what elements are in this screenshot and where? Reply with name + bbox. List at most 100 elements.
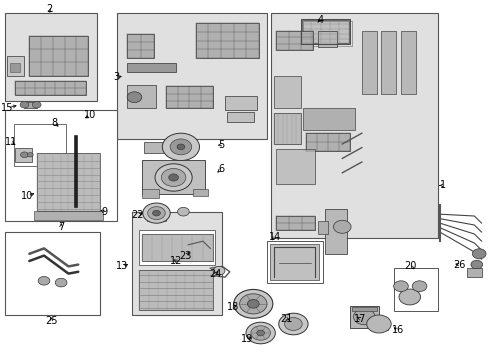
Bar: [361, 31, 376, 94]
Text: 18: 18: [226, 302, 239, 312]
Text: 14: 14: [268, 232, 281, 242]
Bar: [7, 56, 24, 76]
Bar: [144, 142, 166, 153]
Bar: [276, 31, 312, 50]
Circle shape: [398, 289, 420, 305]
Circle shape: [470, 260, 482, 269]
Text: 19: 19: [240, 334, 253, 344]
Text: 7: 7: [58, 222, 64, 232]
Circle shape: [239, 294, 266, 314]
Circle shape: [177, 144, 184, 150]
Bar: [317, 31, 337, 47]
Text: 15: 15: [1, 103, 14, 113]
Bar: [15, 81, 85, 95]
Circle shape: [333, 220, 350, 233]
Bar: [303, 21, 351, 46]
Bar: [193, 189, 207, 196]
Bar: [132, 212, 222, 315]
Bar: [127, 85, 156, 108]
Circle shape: [27, 153, 33, 157]
Bar: [370, 318, 387, 330]
Bar: [305, 133, 349, 151]
Text: 26: 26: [452, 260, 465, 270]
Text: 9: 9: [101, 207, 107, 217]
Circle shape: [155, 164, 192, 191]
Bar: [271, 13, 437, 238]
Bar: [466, 268, 481, 277]
Circle shape: [32, 102, 41, 108]
Text: 10: 10: [84, 110, 97, 120]
Circle shape: [152, 210, 160, 216]
Circle shape: [411, 281, 426, 292]
Bar: [29, 36, 88, 76]
Circle shape: [162, 133, 199, 161]
Text: 20: 20: [404, 261, 416, 271]
Circle shape: [366, 315, 390, 333]
Bar: [300, 19, 349, 44]
Circle shape: [142, 203, 170, 223]
Text: 1: 1: [439, 180, 445, 190]
Circle shape: [245, 322, 275, 344]
Bar: [349, 306, 378, 328]
Bar: [266, 241, 322, 283]
Bar: [166, 86, 212, 108]
Circle shape: [256, 330, 264, 336]
Bar: [142, 234, 212, 261]
Text: 4: 4: [317, 15, 323, 25]
Bar: [381, 31, 395, 94]
Bar: [139, 230, 215, 265]
Circle shape: [284, 318, 302, 330]
Circle shape: [127, 92, 142, 103]
Text: 6: 6: [218, 164, 224, 174]
Bar: [34, 211, 102, 220]
Text: 21: 21: [279, 314, 292, 324]
Bar: [127, 34, 154, 58]
Bar: [5, 232, 100, 315]
Bar: [14, 124, 66, 166]
Bar: [276, 149, 315, 184]
Bar: [325, 209, 346, 254]
Text: 25: 25: [45, 316, 58, 327]
Bar: [224, 96, 256, 110]
Bar: [139, 270, 212, 310]
Text: 24: 24: [208, 269, 221, 279]
Bar: [303, 108, 354, 130]
Bar: [227, 112, 254, 122]
Text: 11: 11: [4, 137, 17, 147]
Bar: [302, 20, 348, 43]
Circle shape: [161, 168, 185, 186]
Bar: [127, 63, 176, 72]
Bar: [317, 221, 327, 234]
Bar: [5, 13, 97, 101]
Circle shape: [471, 249, 485, 259]
Bar: [276, 216, 315, 230]
Bar: [15, 148, 32, 162]
Text: 5: 5: [218, 140, 224, 150]
Circle shape: [147, 207, 165, 220]
Circle shape: [170, 139, 191, 155]
Text: 8: 8: [52, 118, 58, 128]
Text: 22: 22: [131, 210, 144, 220]
Circle shape: [55, 278, 67, 287]
Circle shape: [20, 102, 29, 108]
Text: 23: 23: [179, 251, 192, 261]
Text: 2: 2: [46, 4, 52, 14]
Text: 16: 16: [391, 325, 404, 336]
Bar: [142, 160, 205, 194]
Bar: [37, 153, 100, 211]
Circle shape: [177, 207, 189, 216]
Text: 13: 13: [116, 261, 128, 271]
Circle shape: [353, 309, 374, 325]
Bar: [273, 76, 300, 108]
Text: 12: 12: [169, 256, 182, 266]
Bar: [24, 102, 37, 108]
Circle shape: [38, 276, 50, 285]
Circle shape: [213, 266, 224, 275]
Bar: [74, 135, 77, 207]
Circle shape: [247, 300, 259, 308]
Bar: [146, 217, 166, 221]
Bar: [400, 31, 415, 94]
Text: 17: 17: [353, 314, 366, 324]
Circle shape: [168, 174, 178, 181]
Bar: [351, 307, 376, 311]
